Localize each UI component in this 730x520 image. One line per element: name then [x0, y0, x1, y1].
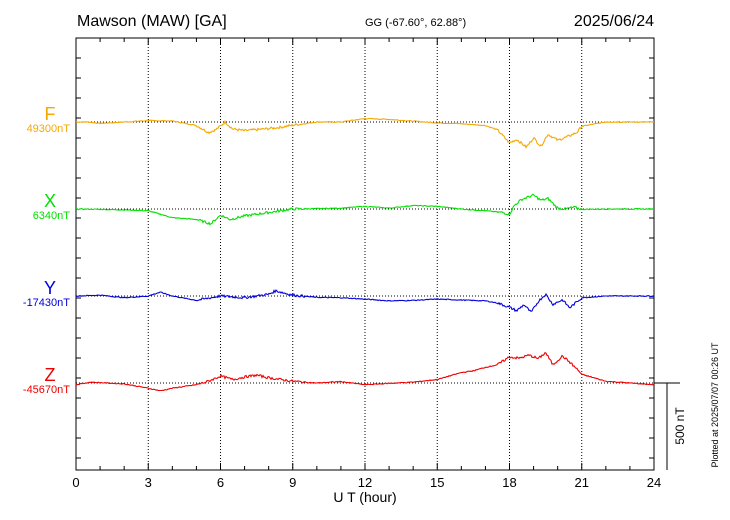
series-z-line [75, 352, 655, 392]
x-tick-label: 3 [145, 475, 152, 490]
series-f-baseline-label: 49300nT [27, 123, 71, 135]
grid [76, 38, 654, 470]
scale-bar: 500 nT [654, 382, 687, 470]
x-tick-label: 15 [430, 475, 444, 490]
x-tick-label: 24 [647, 475, 661, 490]
series-x-line [75, 193, 654, 226]
coordinates-label: GG (-67.60°, 62.88°) [365, 17, 466, 29]
chart-title: Mawson (MAW) [GA] [77, 13, 227, 30]
plotted-at-note: Plotted at 2025/07/07 00:26 UT [710, 342, 720, 468]
axis-ticks [75, 38, 655, 470]
x-tick-label: 0 [72, 475, 79, 490]
series-y-name: Y [44, 278, 56, 298]
x-tick-label: 18 [502, 475, 516, 490]
series-group [75, 117, 655, 392]
series-x-name: X [44, 191, 56, 211]
series-z-baseline-label: -45670nT [23, 384, 70, 396]
series-y-baseline-label: -17430nT [23, 297, 70, 309]
x-tick-labels: 0 3 6 9 12 15 18 21 24 [72, 475, 661, 490]
series-f-line [75, 117, 655, 149]
x-axis-label: U T (hour) [333, 489, 396, 505]
series-f-name: F [45, 104, 56, 124]
series-y-line [75, 289, 655, 313]
x-tick-label: 6 [217, 475, 224, 490]
date-label: 2025/06/24 [574, 13, 654, 30]
series-z-name: Z [45, 365, 56, 385]
x-tick-label: 9 [289, 475, 296, 490]
series-x-baseline-label: 6340nT [33, 210, 71, 222]
scale-bar-label: 500 nT [673, 407, 687, 445]
x-tick-label: 21 [575, 475, 589, 490]
x-tick-label: 12 [358, 475, 372, 490]
